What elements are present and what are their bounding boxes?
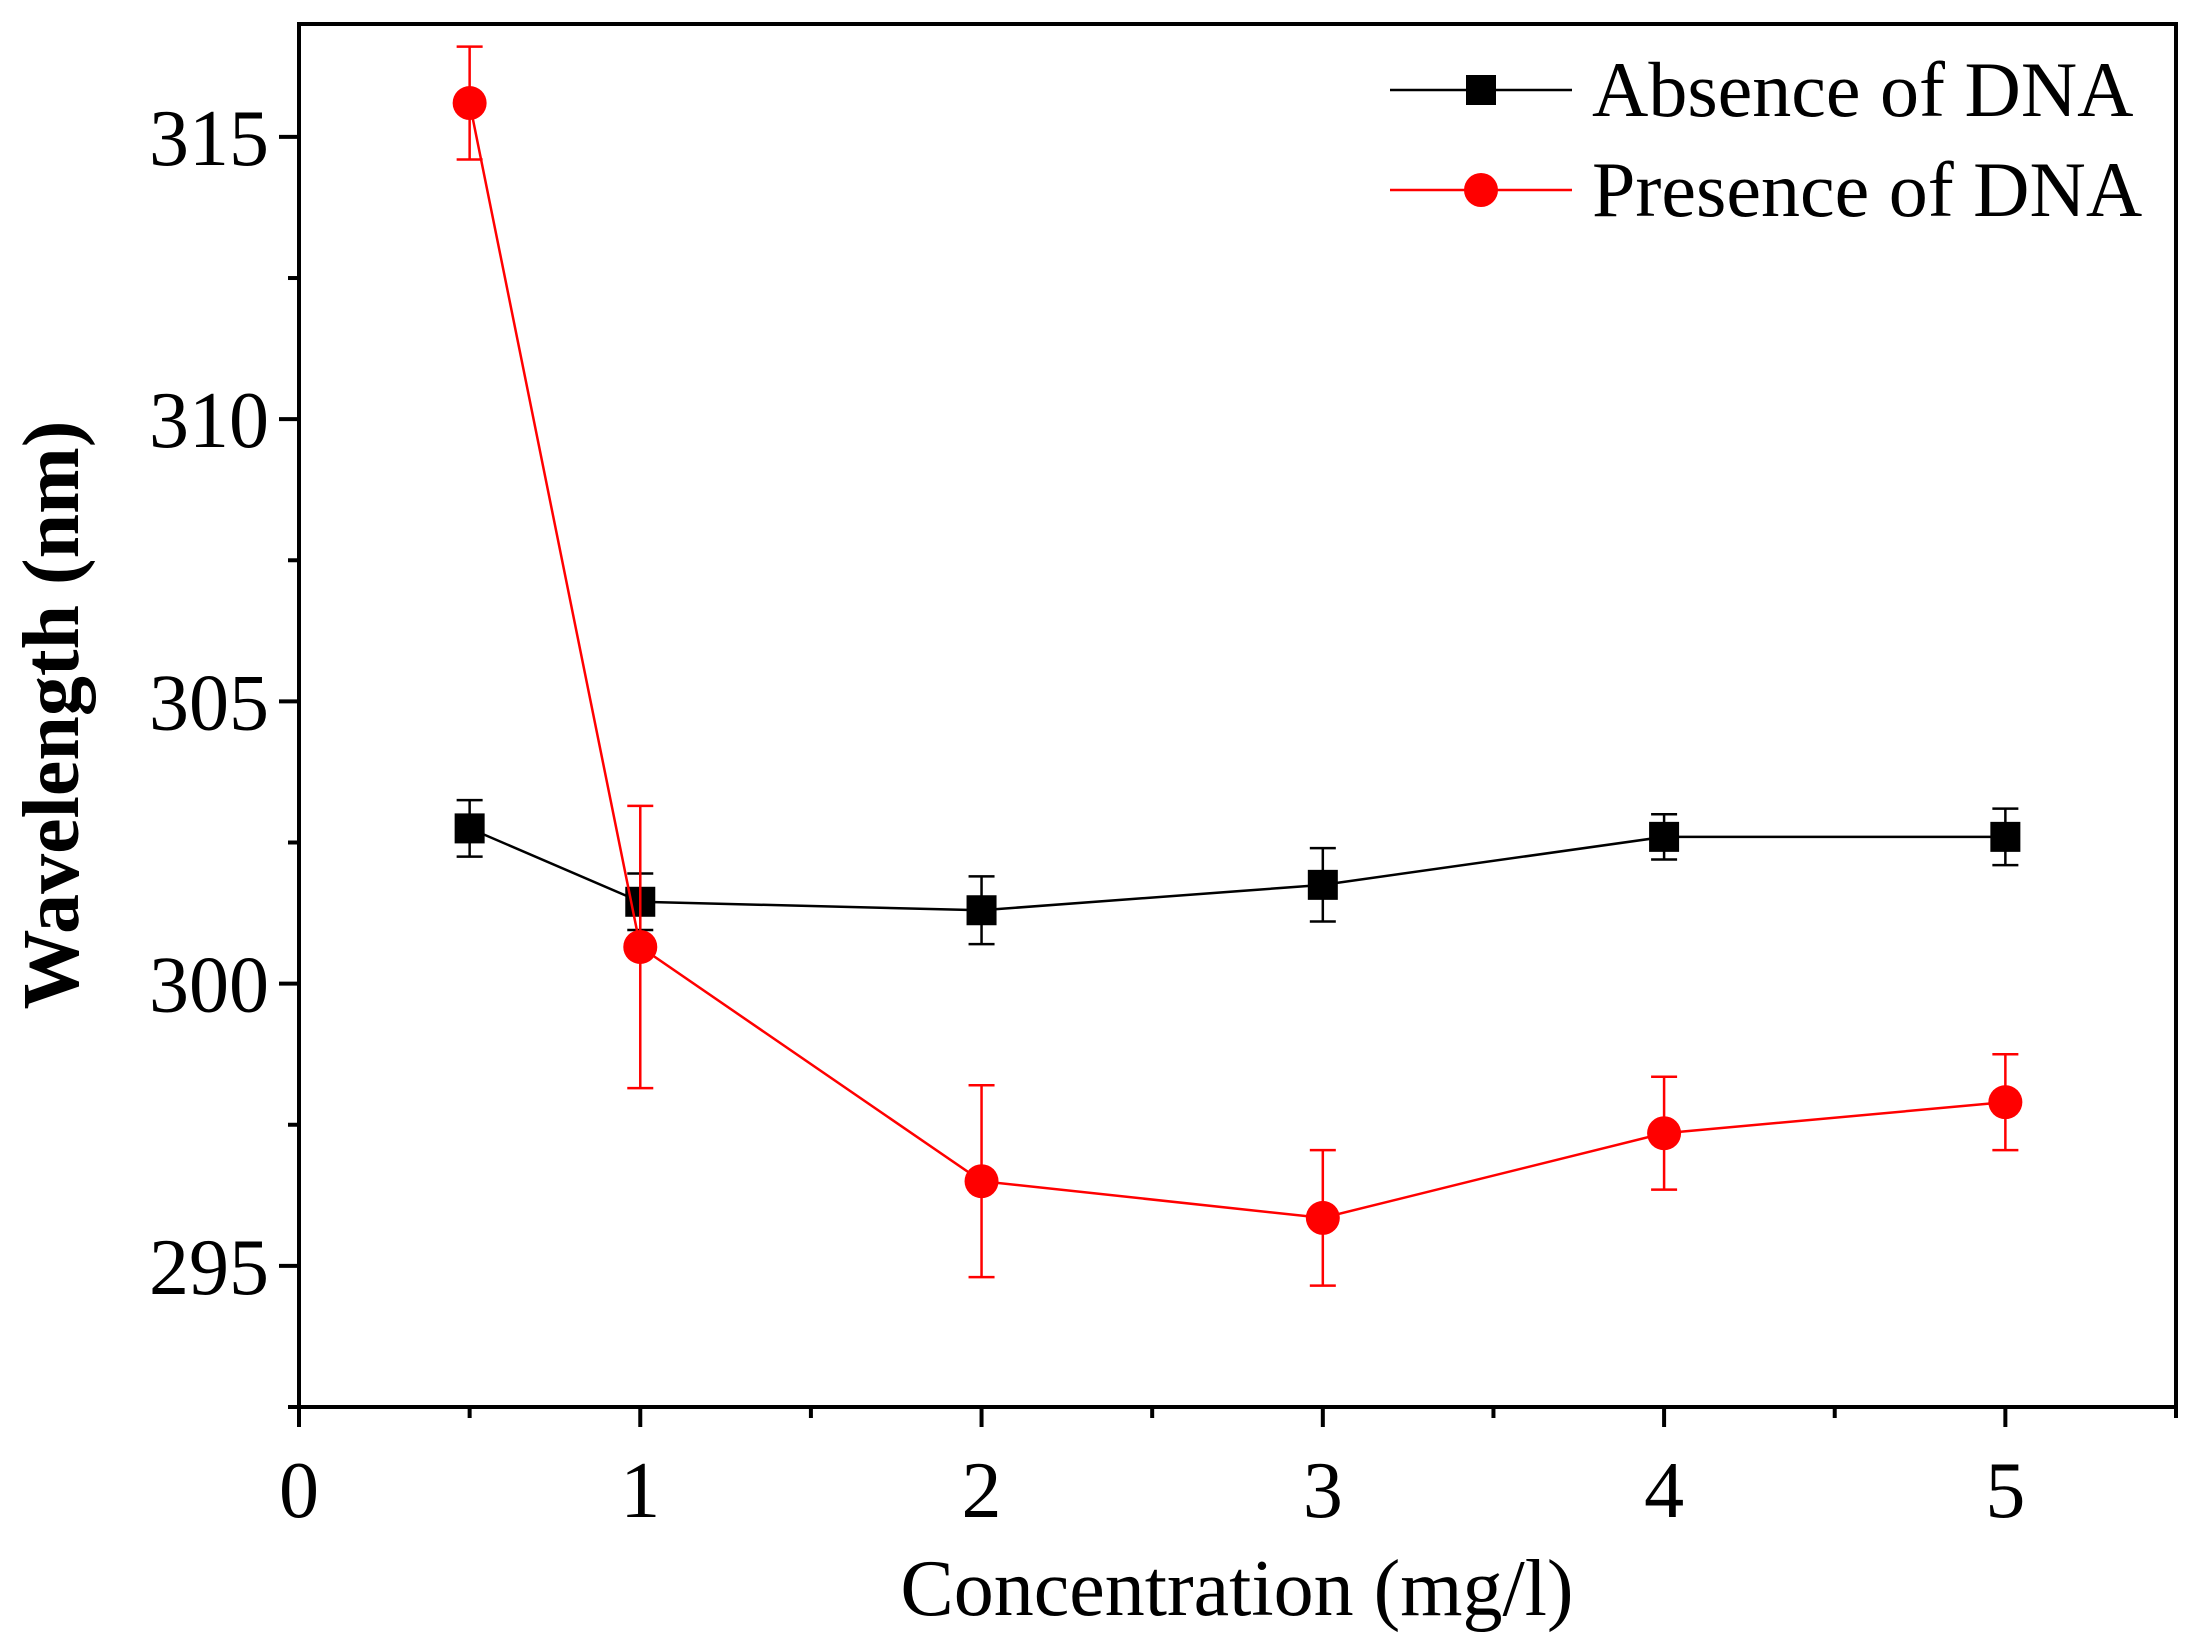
legend-marker (1466, 75, 1496, 105)
data-point (1649, 821, 1680, 852)
x-tick-label: 3 (1303, 1447, 1343, 1535)
x-tick-label: 4 (1644, 1447, 1684, 1535)
data-point (623, 929, 658, 964)
data-point (454, 813, 485, 844)
x-axis-title: Concentration (mg/l) (900, 1545, 1573, 1633)
y-tick-label: 295 (149, 1224, 269, 1312)
y-tick-label: 300 (149, 942, 269, 1030)
legend-marker (1464, 173, 1498, 207)
y-tick-label: 310 (149, 377, 269, 465)
axes: 0 1 2 3 4 5 295 300 305 310 315 (149, 95, 2178, 1535)
legend: Absence of DNA Presence of DNA (1390, 46, 2142, 233)
y-axis-title: Wavelength (nm) (8, 421, 96, 1010)
y-tick-label: 315 (149, 95, 269, 183)
data-point (964, 1164, 999, 1199)
data-point (452, 86, 487, 121)
series-presence (452, 45, 2023, 1287)
plot-frame (297, 22, 2178, 1409)
legend-label: Absence of DNA (1592, 46, 2134, 133)
x-tick-label: 1 (620, 1447, 660, 1535)
legend-label: Presence of DNA (1592, 146, 2142, 233)
series-absence (454, 798, 2021, 946)
x-tick-label: 2 (962, 1447, 1002, 1535)
y-tick-label: 305 (149, 659, 269, 747)
data-point (1307, 869, 1338, 900)
data-point (1305, 1200, 1340, 1235)
series-line (468, 102, 2006, 1220)
series-layer (452, 45, 2023, 1287)
legend-entry: Absence of DNA (1390, 46, 2134, 133)
data-point (966, 895, 997, 926)
data-point (1988, 1085, 2023, 1120)
x-tick-label: 0 (279, 1447, 319, 1535)
x-tick-label: 5 (1985, 1447, 2025, 1535)
data-point (1647, 1116, 1682, 1151)
series-line (469, 827, 2006, 912)
data-point (1990, 821, 2021, 852)
legend-entry: Presence of DNA (1390, 146, 2142, 233)
